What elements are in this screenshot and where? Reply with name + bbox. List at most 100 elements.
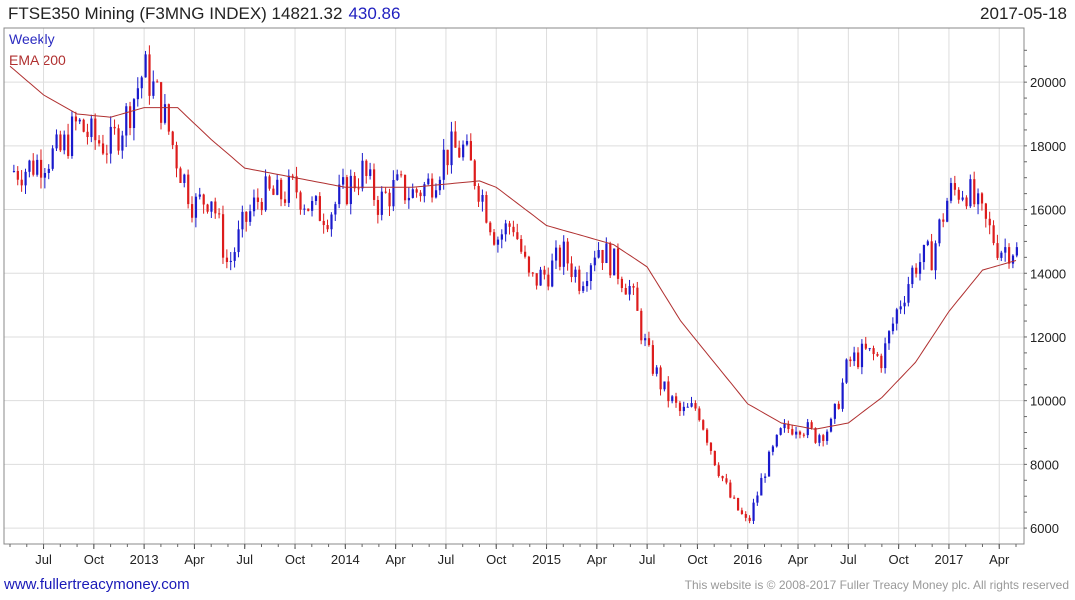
candle-body (113, 126, 116, 129)
candle-body (771, 446, 775, 452)
candle-body (454, 131, 457, 148)
copyright-text: This website is © 2008-2017 Fuller Treac… (684, 578, 1069, 592)
candle-body (264, 176, 267, 211)
candle-body (593, 257, 596, 266)
candle-body (570, 263, 573, 278)
candle-body (63, 134, 66, 151)
candle-body (372, 169, 376, 200)
x-tick-label: Oct (486, 552, 507, 567)
y-tick-label: 8000 (1030, 457, 1059, 472)
title-text: FTSE350 Mining (F3MNG INDEX) 14821.32 (8, 4, 343, 23)
candle-body (829, 418, 833, 432)
candle-body (853, 352, 856, 362)
candle-body (1004, 247, 1007, 253)
candle-body (779, 428, 782, 435)
candle-body (659, 367, 662, 390)
candle-body (814, 427, 817, 443)
candle-body (713, 450, 716, 466)
candle-body (349, 175, 352, 205)
candle-body (419, 192, 422, 197)
candle-body (616, 248, 620, 279)
candle-body (415, 189, 418, 193)
x-tick-label: Oct (687, 552, 708, 567)
x-tick-label: Oct (285, 552, 306, 567)
candle-body (252, 197, 256, 212)
candle-body (450, 131, 453, 166)
candle-body (996, 243, 999, 258)
candle-body (469, 141, 472, 161)
candle-body (760, 477, 763, 496)
candle-body (16, 170, 19, 180)
site-link[interactable]: www.fullertreacymoney.com (4, 576, 190, 593)
candle-body (562, 241, 565, 267)
candle-body (748, 517, 751, 521)
x-tick-label: 2015 (532, 552, 561, 567)
candle-body (554, 247, 558, 261)
candle-body (1015, 247, 1018, 256)
x-tick-label: Apr (386, 552, 407, 567)
candle-body (307, 208, 310, 211)
candle-body (160, 82, 163, 123)
x-tick-label: Jul (35, 552, 52, 567)
candle-body (171, 131, 174, 146)
candle-body (516, 232, 519, 240)
candle-body (70, 116, 74, 156)
candle-body (969, 179, 972, 207)
candle-body (12, 170, 16, 172)
candle-body (94, 118, 97, 141)
candle-body (508, 223, 511, 227)
candle-body (702, 420, 705, 430)
candle-body (47, 168, 50, 173)
candle-body (965, 197, 968, 207)
candle-body (237, 229, 240, 253)
candle-body (992, 225, 995, 244)
candle-body (504, 223, 507, 235)
candle-body (59, 134, 62, 151)
candle-body (156, 81, 159, 83)
candle-body (527, 256, 531, 273)
candle-body (322, 220, 325, 226)
candle-body (756, 495, 759, 503)
candle-body (280, 179, 283, 200)
candle-body (198, 194, 201, 197)
candle-body (39, 159, 43, 178)
candle-body (601, 250, 604, 263)
candle-body (342, 177, 345, 185)
candle-body (183, 174, 186, 183)
candle-body (535, 273, 538, 286)
candle-body (887, 331, 891, 344)
x-tick-label: Apr (184, 552, 205, 567)
candle-body (365, 160, 368, 176)
candle-body (218, 213, 221, 215)
candle-body (225, 257, 229, 263)
candle-body (833, 403, 836, 419)
x-tick-label: 2017 (934, 552, 963, 567)
candle-body (256, 197, 260, 202)
candle-body (51, 148, 54, 169)
candle-body (427, 178, 430, 185)
candle-body (190, 204, 194, 218)
candle-body (400, 174, 403, 176)
candle-body (942, 219, 945, 222)
candle-body (744, 513, 747, 518)
candle-body (32, 160, 35, 175)
candle-body (764, 476, 767, 478)
candle-body (380, 191, 383, 215)
candle-body (709, 442, 713, 451)
candle-body (431, 178, 434, 198)
candle-body (24, 171, 27, 186)
candle-body (388, 192, 391, 207)
candle-body (566, 241, 569, 264)
candle-body (891, 323, 895, 332)
candle-body (214, 201, 217, 214)
candle-body (314, 196, 318, 201)
candle-body (752, 502, 755, 521)
candle-body (671, 396, 674, 402)
ema-200-line (9, 65, 1017, 430)
candle-body (783, 423, 786, 429)
candle-body (326, 225, 329, 230)
candle-body (620, 278, 624, 288)
candle-body (465, 141, 469, 145)
candle-body (1008, 247, 1011, 264)
candle-body (101, 143, 105, 154)
